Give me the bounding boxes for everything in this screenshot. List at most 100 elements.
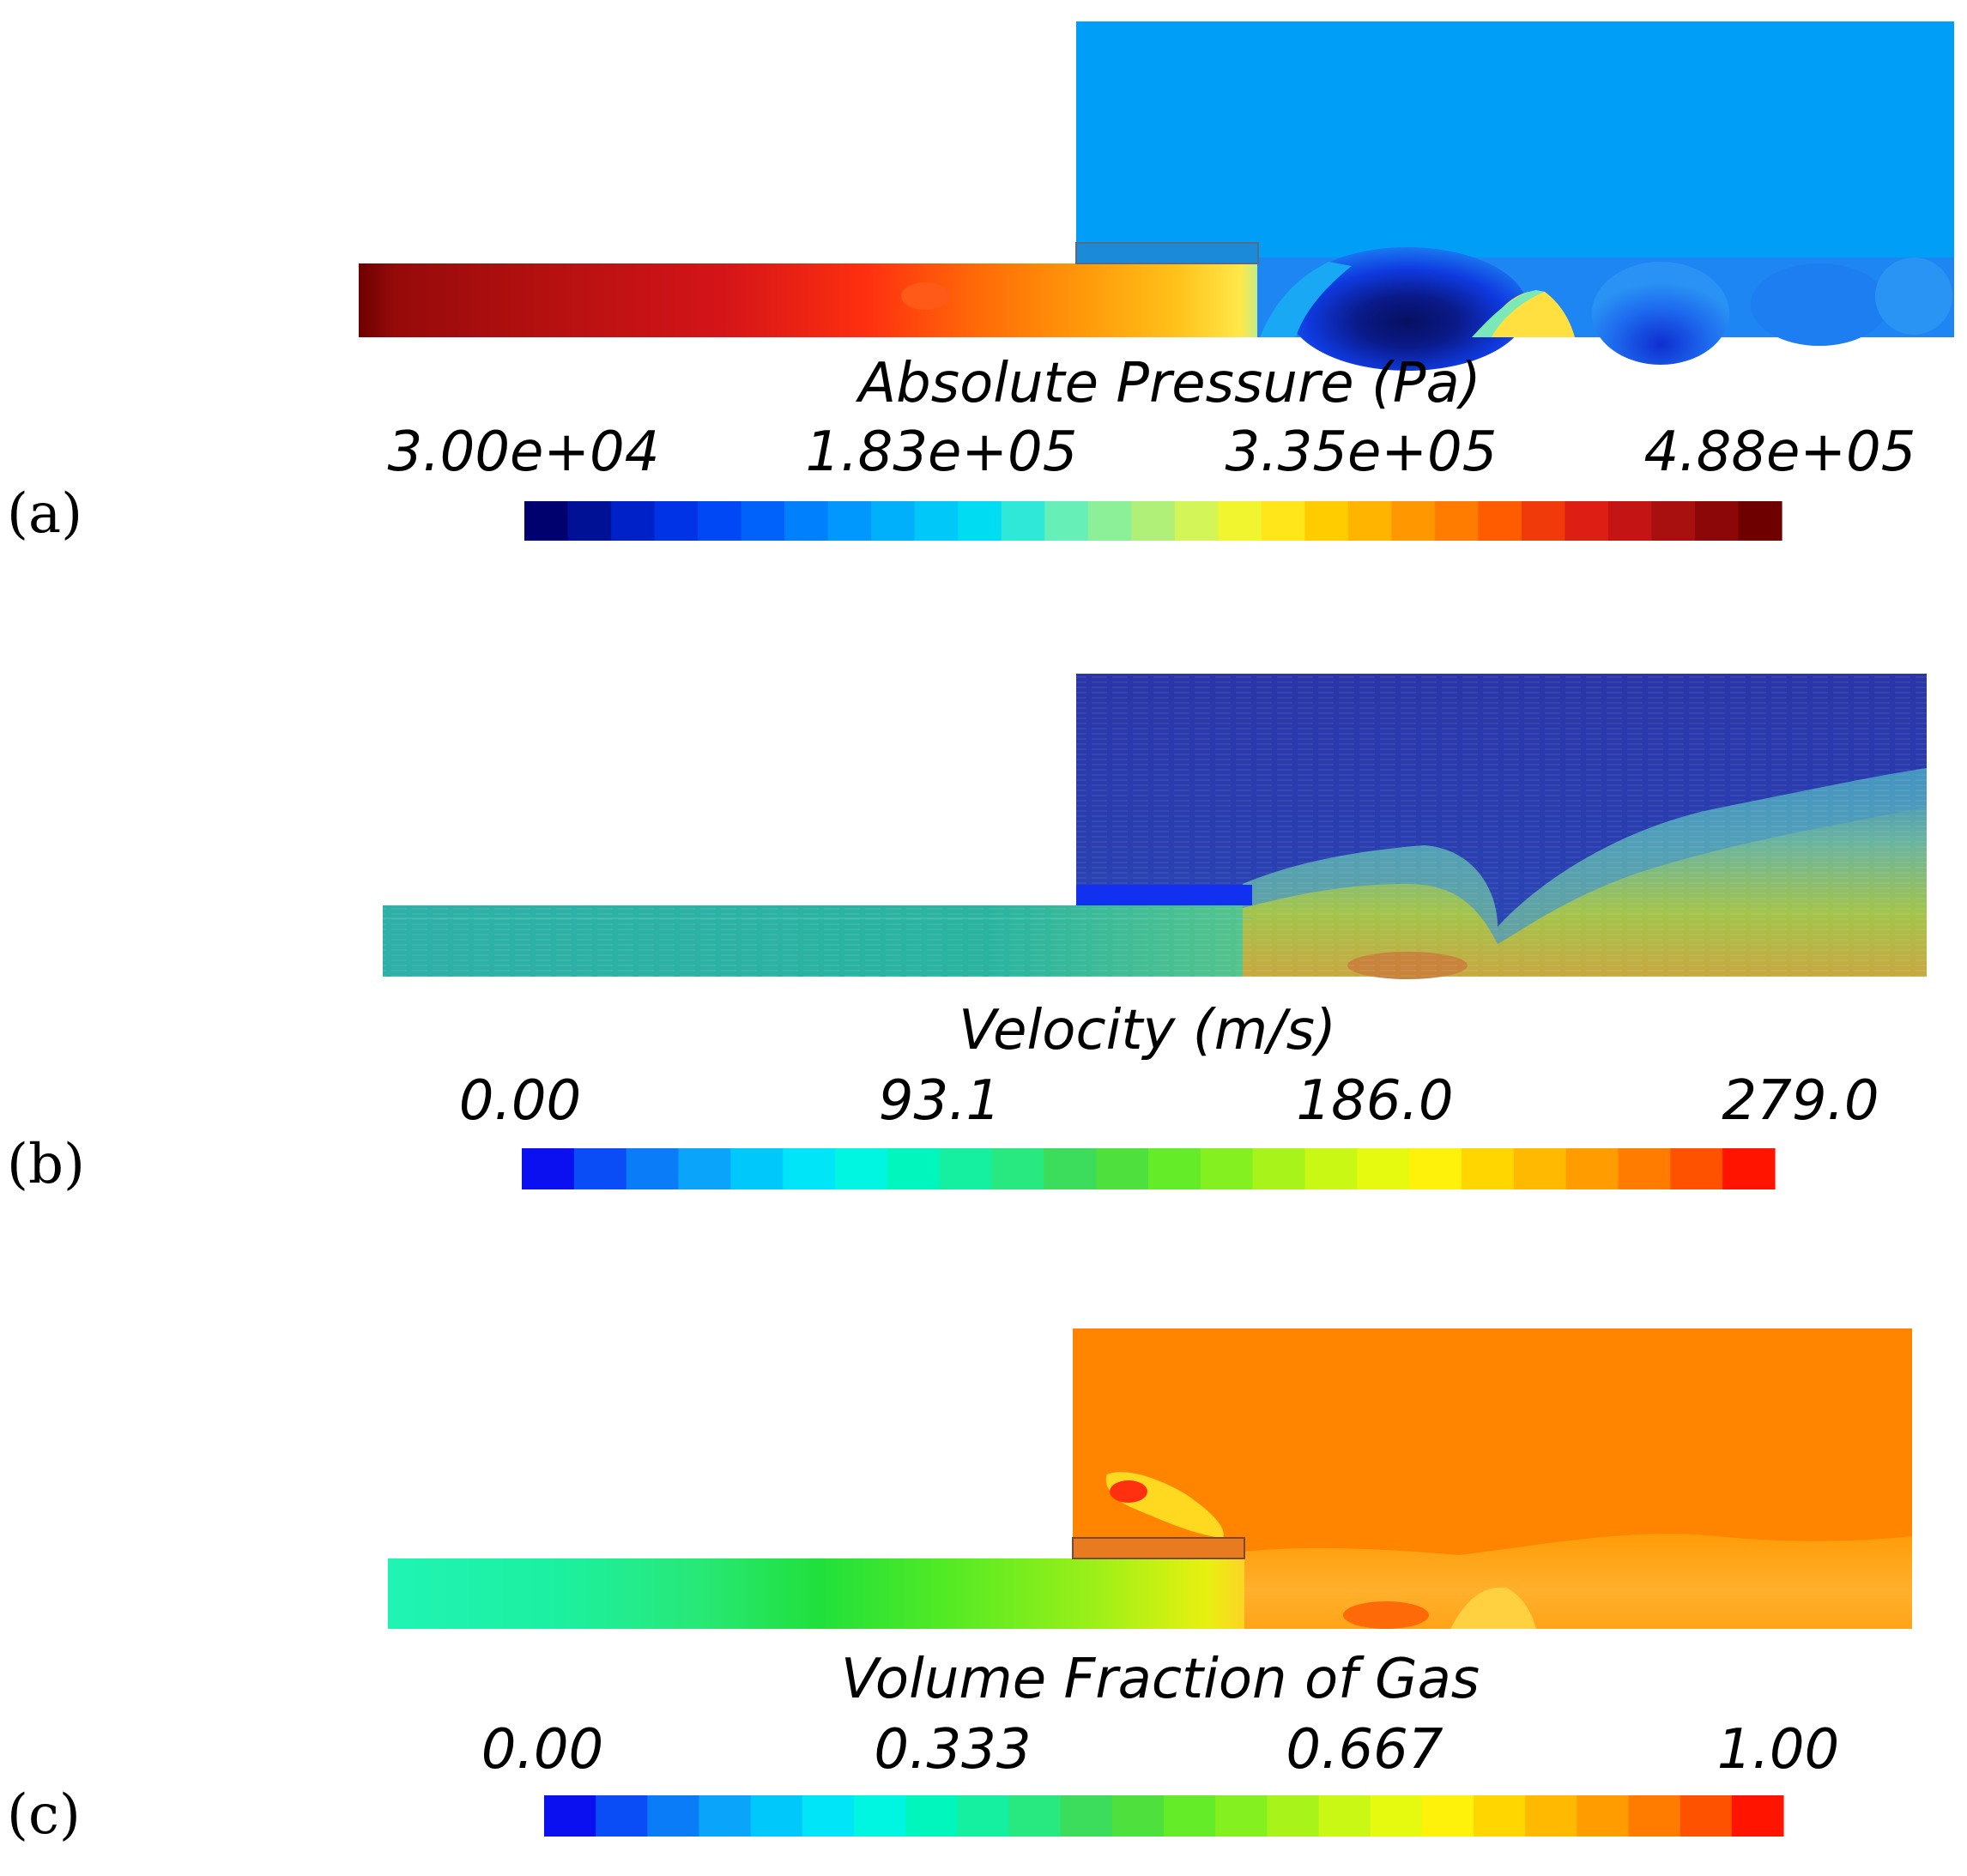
colorbar-swatch bbox=[835, 1148, 888, 1189]
panel-a-pressure-field bbox=[359, 21, 1954, 371]
colorbar-swatch bbox=[1694, 501, 1740, 541]
colorbar-swatch bbox=[1738, 501, 1782, 541]
colorbar-swatch bbox=[1008, 1795, 1062, 1837]
colorbar-swatch bbox=[544, 1795, 596, 1837]
colorbar-swatch bbox=[1318, 1795, 1371, 1837]
colorbar-swatch bbox=[784, 501, 829, 541]
colorbar-swatch bbox=[1044, 501, 1089, 541]
pa-tick-label: 1.83e+05 bbox=[806, 421, 1078, 484]
colorbar-swatch bbox=[1304, 501, 1349, 541]
pc-tick-label: 0.00 bbox=[481, 1718, 604, 1782]
pa-compression-peak bbox=[1480, 291, 1575, 337]
pc-tick-label: 1.00 bbox=[1717, 1718, 1840, 1782]
colorbar-swatch bbox=[827, 501, 872, 541]
pa-low-cell-3 bbox=[1751, 263, 1888, 346]
pb-panel-label: (b) bbox=[7, 1133, 85, 1196]
colorbar-swatch bbox=[1474, 1795, 1526, 1837]
colorbar-swatch bbox=[991, 1148, 1044, 1189]
panel-b-velocity-field bbox=[383, 674, 1927, 979]
pa-low-cell-4 bbox=[1875, 257, 1952, 335]
pa-inlet-pipe bbox=[359, 263, 1268, 337]
pc-tick-label: 0.667 bbox=[1286, 1718, 1443, 1782]
colorbar-swatch bbox=[1357, 1148, 1410, 1189]
pb-tick-labels: 0.00 93.1 186.0 279.0 bbox=[459, 1069, 1879, 1133]
colorbar-swatch bbox=[1218, 501, 1262, 541]
colorbar-swatch bbox=[1521, 501, 1566, 541]
colorbar-swatch bbox=[914, 501, 959, 541]
pb-texture bbox=[383, 674, 1927, 977]
colorbar-swatch bbox=[1164, 1795, 1216, 1837]
colorbar-swatch bbox=[1577, 1795, 1630, 1837]
colorbar-swatch bbox=[750, 1795, 803, 1837]
colorbar-swatch bbox=[522, 1148, 575, 1189]
pc-title: Volume Fraction of Gas bbox=[841, 1648, 1480, 1711]
colorbar-swatch bbox=[1044, 1148, 1097, 1189]
pc-bubble-core bbox=[1110, 1480, 1147, 1503]
colorbar-swatch bbox=[1434, 501, 1479, 541]
colorbar-swatch bbox=[1060, 1795, 1113, 1837]
pa-compression-peak-edge bbox=[1472, 290, 1545, 337]
colorbar-swatch bbox=[611, 501, 656, 541]
colorbar-swatch bbox=[802, 1795, 855, 1837]
pc-inlet-pipe bbox=[388, 1558, 1250, 1629]
pc-yellow-wave bbox=[1450, 1587, 1536, 1629]
colorbar-swatch bbox=[1513, 1148, 1567, 1189]
colorbar-swatch bbox=[730, 1148, 784, 1189]
pa-tick-labels: 3.00e+04 1.83e+05 3.35e+05 4.88e+05 bbox=[388, 421, 1916, 484]
colorbar-swatch bbox=[1261, 501, 1305, 541]
colorbar-swatch bbox=[1651, 501, 1696, 541]
pb-tick-label: 279.0 bbox=[1722, 1069, 1879, 1133]
pa-tick-label: 3.35e+05 bbox=[1226, 421, 1498, 484]
colorbar-swatch bbox=[1478, 501, 1522, 541]
colorbar-swatch bbox=[1618, 1148, 1671, 1189]
colorbar-swatch bbox=[957, 1795, 1010, 1837]
pc-colorbar bbox=[544, 1795, 1784, 1837]
colorbar-swatch bbox=[596, 1795, 648, 1837]
pa-shock-wave bbox=[1260, 262, 1352, 337]
pc-liquid-pocket bbox=[1343, 1601, 1429, 1629]
colorbar-swatch bbox=[567, 501, 612, 541]
colorbar-swatch bbox=[887, 1148, 941, 1189]
colorbar-swatch bbox=[939, 1148, 993, 1189]
colorbar-swatch bbox=[1731, 1795, 1784, 1837]
pb-tick-label: 0.00 bbox=[459, 1069, 582, 1133]
colorbar-swatch bbox=[1525, 1795, 1577, 1837]
colorbar-swatch bbox=[524, 501, 569, 541]
colorbar-swatch bbox=[654, 501, 699, 541]
colorbar-swatch bbox=[573, 1148, 627, 1189]
pa-tick-label: 4.88e+05 bbox=[1644, 421, 1916, 484]
colorbar-swatch bbox=[1391, 501, 1436, 541]
colorbar-swatch bbox=[1148, 1148, 1201, 1189]
colorbar-swatch bbox=[1565, 1148, 1619, 1189]
colorbar-swatch bbox=[626, 1148, 680, 1189]
colorbar-swatch bbox=[783, 1148, 836, 1189]
pc-panel-label: (c) bbox=[7, 1783, 81, 1847]
colorbar-swatch bbox=[854, 1795, 906, 1837]
colorbar-swatch bbox=[647, 1795, 700, 1837]
colorbar-swatch bbox=[1409, 1148, 1462, 1189]
colorbar-swatch bbox=[958, 501, 1002, 541]
colorbar-swatch bbox=[905, 1795, 958, 1837]
colorbar-swatch bbox=[1087, 501, 1132, 541]
colorbar-swatch bbox=[1462, 1148, 1515, 1189]
pb-colorbar bbox=[522, 1148, 1776, 1189]
colorbar-swatch bbox=[1670, 1148, 1723, 1189]
pa-wall-plate bbox=[1075, 242, 1259, 264]
pa-pipe-hotspot bbox=[901, 282, 949, 310]
colorbar-swatch bbox=[1267, 1795, 1320, 1837]
pb-tick-label: 93.1 bbox=[879, 1069, 1002, 1133]
pb-tick-label: 186.0 bbox=[1296, 1069, 1453, 1133]
colorbar-swatch bbox=[1347, 501, 1392, 541]
pc-wall-plate bbox=[1072, 1537, 1245, 1559]
colorbar-swatch bbox=[1200, 1148, 1254, 1189]
colorbar-swatch bbox=[1096, 1148, 1149, 1189]
colorbar-swatch bbox=[1215, 1795, 1268, 1837]
pb-title: Velocity (m/s) bbox=[959, 999, 1336, 1062]
pa-low-pressure-core bbox=[1287, 247, 1528, 371]
colorbar-swatch bbox=[1370, 1795, 1423, 1837]
colorbar-swatch bbox=[1722, 1148, 1776, 1189]
colorbar-swatch bbox=[1628, 1795, 1681, 1837]
panel-c-volume-fraction-field bbox=[388, 1328, 1912, 1629]
pa-panel-label: (a) bbox=[7, 482, 82, 546]
pa-colorbar bbox=[524, 501, 1782, 541]
